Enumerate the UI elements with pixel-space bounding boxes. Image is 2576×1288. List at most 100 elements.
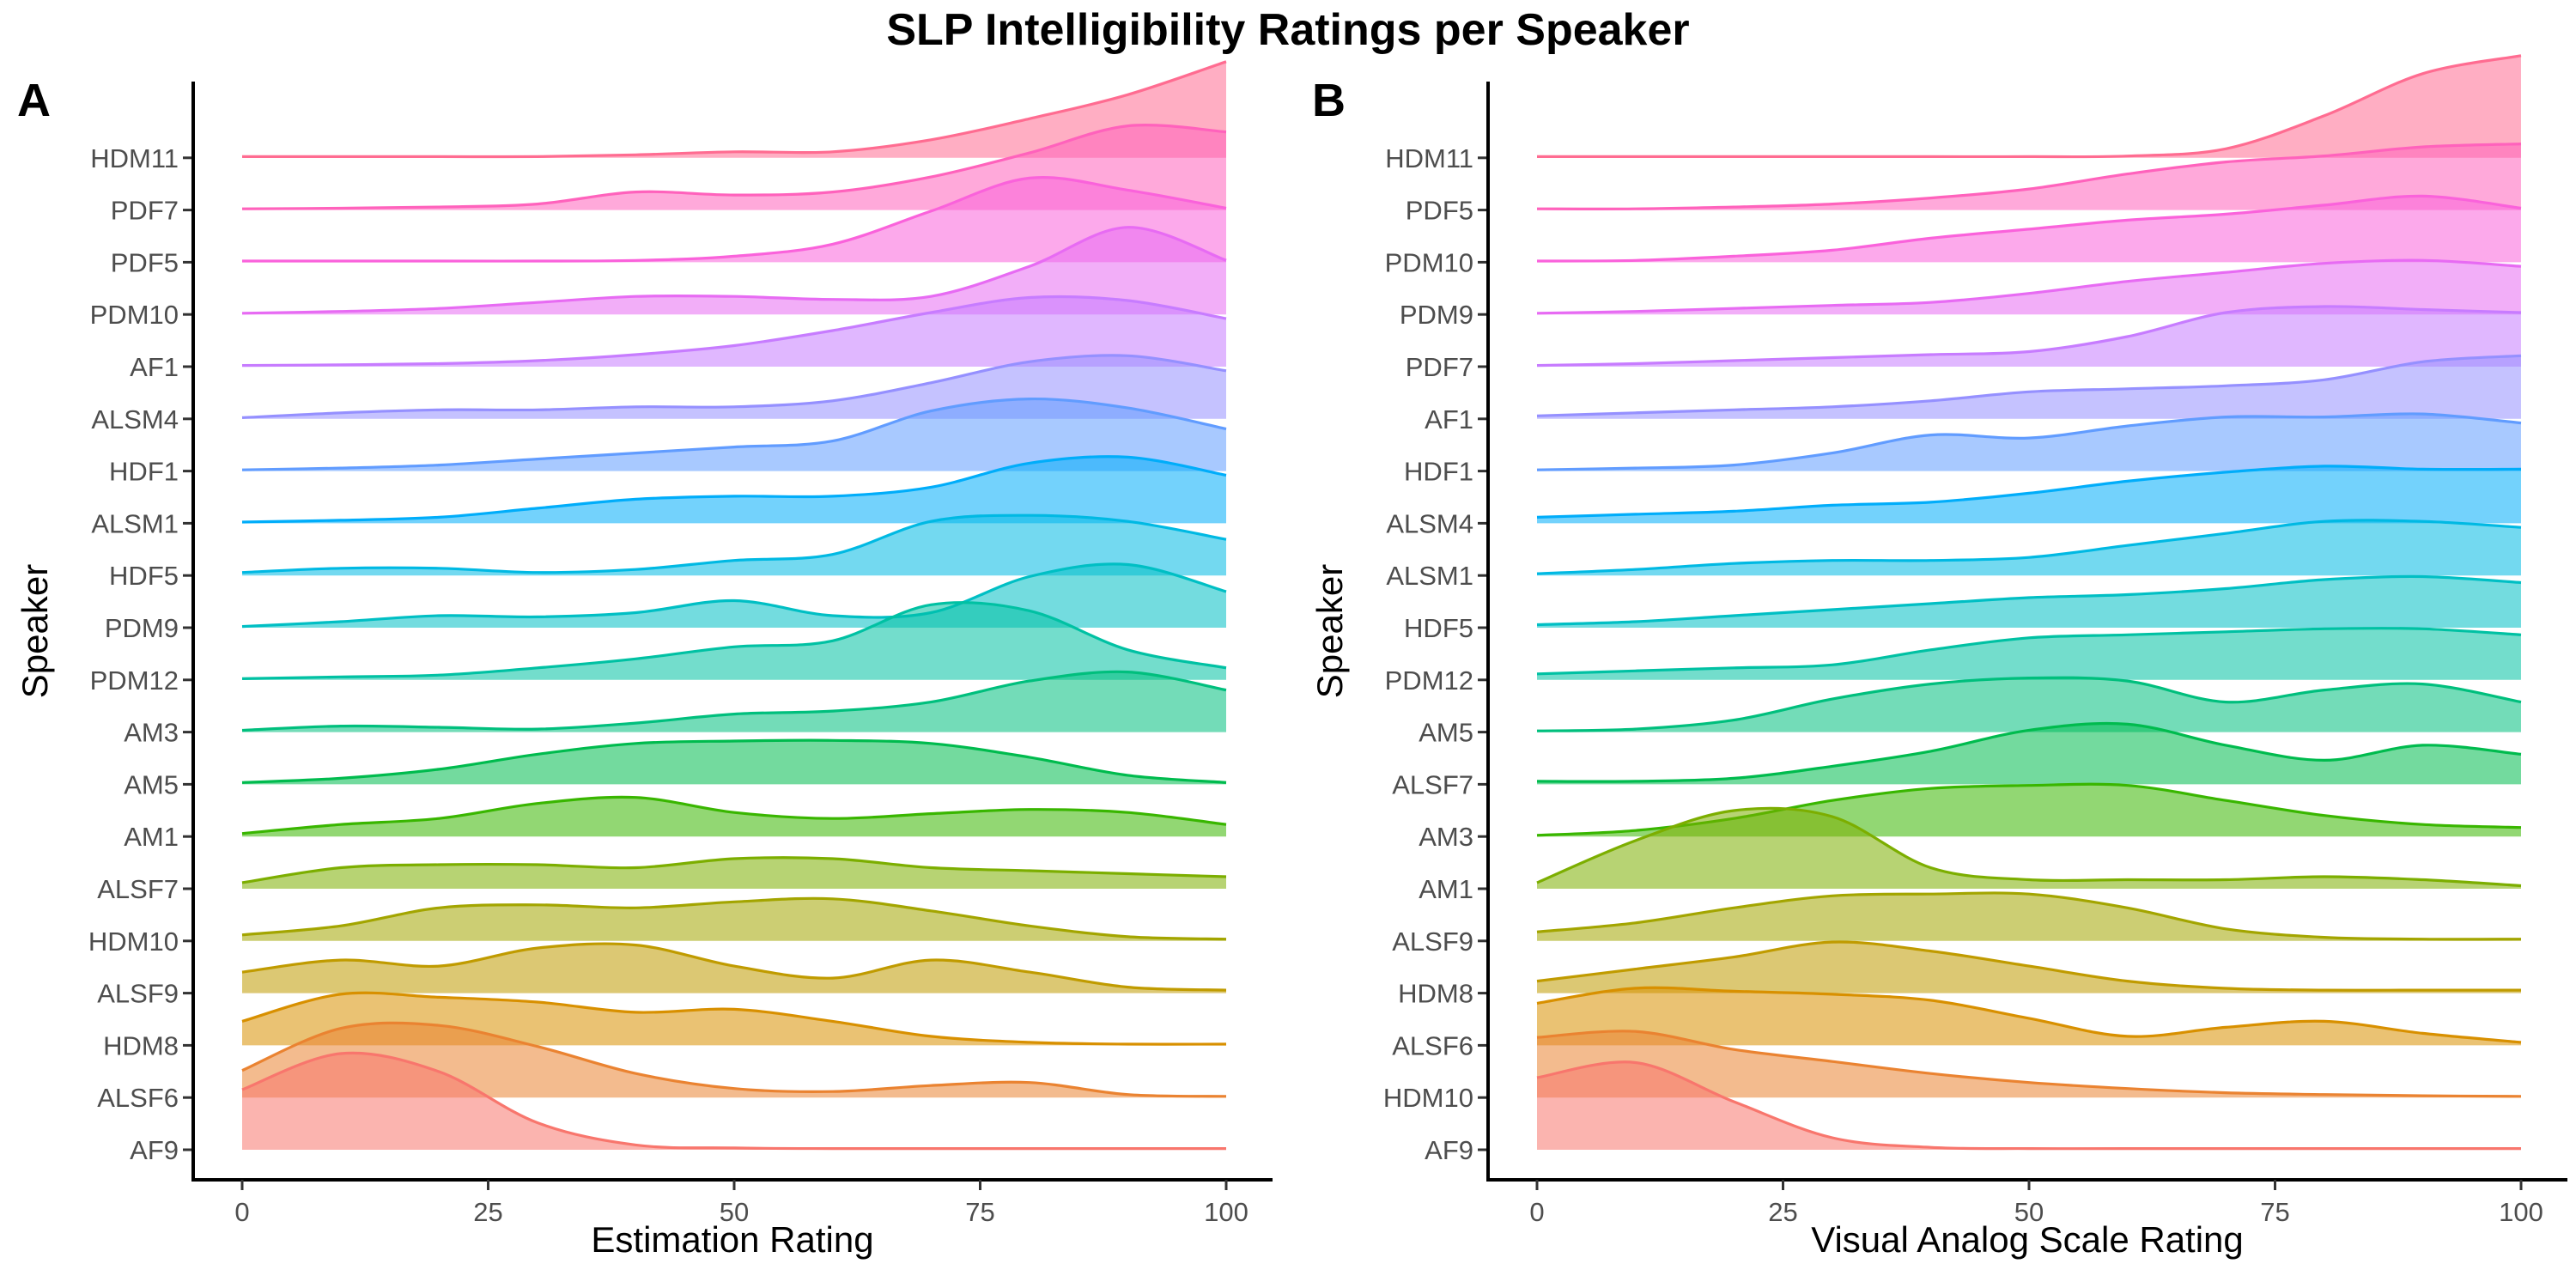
y-tick-label: ALSF9 xyxy=(1392,927,1473,957)
x-tick-label: 75 xyxy=(965,1197,994,1227)
density-area-alsf9 xyxy=(242,944,1226,993)
density-line-pdm12 xyxy=(1536,627,2522,676)
density-line-am5 xyxy=(241,738,1227,784)
y-tick-label: PDM9 xyxy=(105,613,179,643)
density-area-hdf5 xyxy=(1537,576,2521,628)
density-area-pdm9 xyxy=(1537,260,2521,315)
x-tick-label: 50 xyxy=(720,1197,749,1227)
density-line-hdm10 xyxy=(1536,1030,2522,1098)
density-area-am1 xyxy=(1537,808,2521,889)
y-tick-label: PDF5 xyxy=(111,247,179,277)
y-tick-label: HDM10 xyxy=(1383,1083,1473,1113)
density-line-af1 xyxy=(241,295,1227,368)
density-area-pdm10 xyxy=(1537,196,2521,263)
density-area-alsf9 xyxy=(1537,892,2521,941)
y-tick-label: ALSM4 xyxy=(1386,508,1473,538)
density-line-hdf1 xyxy=(1536,412,2522,471)
density-area-pdf5 xyxy=(1537,143,2521,210)
density-area-alsm4 xyxy=(1537,465,2521,524)
density-line-pdf7 xyxy=(241,124,1227,210)
density-line-pdm10 xyxy=(241,226,1227,315)
density-area-hdm8 xyxy=(242,993,1226,1046)
y-tick-label: PDM10 xyxy=(1385,247,1473,277)
density-area-hdf5 xyxy=(242,515,1226,576)
y-tick-labels-b: AF9 HDM10 ALSF6 HDM8 ALSF9 AM1 AM3 ALSF7 AM5 PDM1… xyxy=(1383,143,1488,1165)
density-line-alsm1 xyxy=(1536,519,2522,575)
ridges-a xyxy=(241,60,1227,1151)
density-line-pdf5 xyxy=(1536,143,2522,210)
x-tick-label: 25 xyxy=(473,1197,502,1227)
density-area-am5 xyxy=(1537,677,2521,732)
y-tick-label: ALSF7 xyxy=(97,874,179,904)
density-line-alsm4 xyxy=(1536,465,2522,519)
density-area-alsf7 xyxy=(1537,723,2521,785)
density-line-hdf5 xyxy=(1536,574,2522,627)
x-ticks-b: 0 25 50 75 100 xyxy=(1529,1180,2543,1227)
density-area-hdm11 xyxy=(1537,55,2521,158)
x-tick-label: 0 xyxy=(1529,1197,1544,1227)
density-line-pdf7 xyxy=(1536,305,2522,368)
density-line-pdm9 xyxy=(1536,258,2522,315)
density-line-hdm8 xyxy=(241,991,1227,1046)
density-area-hdf1 xyxy=(242,398,1226,471)
x-tick-label: 50 xyxy=(2014,1197,2044,1227)
y-tick-label: AM5 xyxy=(1419,718,1473,748)
y-tick-label: PDF5 xyxy=(1406,196,1473,226)
y-tick-label: HDM10 xyxy=(88,927,179,957)
y-tick-label: HDM8 xyxy=(1398,979,1473,1009)
density-line-alsf7 xyxy=(241,856,1227,884)
y-tick-label: ALSM1 xyxy=(91,508,179,538)
density-line-alsf7 xyxy=(1536,721,2522,783)
y-tick-label: AM3 xyxy=(124,718,179,748)
density-area-pdm12 xyxy=(1537,628,2521,680)
density-line-af9 xyxy=(1536,1060,2521,1151)
density-area-af1 xyxy=(1537,355,2521,419)
density-area-am5 xyxy=(242,740,1226,785)
density-area-am3 xyxy=(242,671,1226,732)
y-tick-label: AF9 xyxy=(130,1135,179,1165)
density-area-hdm8 xyxy=(1537,941,2521,993)
y-axis-title-a: Speaker xyxy=(15,564,55,698)
y-tick-label: PDM12 xyxy=(1385,665,1473,696)
y-tick-label: ALSF7 xyxy=(1392,769,1473,799)
density-line-pdm9 xyxy=(241,562,1227,629)
density-line-hdf5 xyxy=(241,513,1227,574)
y-tick-label: ALSM1 xyxy=(1386,561,1473,591)
density-area-alsf6 xyxy=(1537,987,2521,1046)
density-area-pdf7 xyxy=(242,125,1226,210)
y-tick-labels-a: AF9 ALSF6 HDM8 ALSF9 HDM10 ALSF7 AM1 AM5 AM3 PDM1… xyxy=(88,143,193,1165)
x-tick-label: 25 xyxy=(1768,1197,1797,1227)
density-area-alsf6 xyxy=(242,1023,1226,1098)
density-area-hdm10 xyxy=(242,898,1226,941)
x-tick-label: 0 xyxy=(234,1197,249,1227)
x-axis-title-b: Visual Analog Scale Rating xyxy=(1811,1219,2244,1260)
density-line-pdf5 xyxy=(241,176,1227,263)
density-line-am1 xyxy=(241,795,1227,835)
panel-label-a: A xyxy=(17,75,51,126)
density-line-alsf9 xyxy=(1536,891,2522,941)
y-tick-label: HDF1 xyxy=(1404,457,1473,487)
y-tick-label: HDM11 xyxy=(1385,143,1473,173)
x-axis-title-a: Estimation Rating xyxy=(591,1219,873,1260)
density-line-pdm10 xyxy=(1536,194,2522,263)
y-tick-label: PDF7 xyxy=(111,196,179,226)
y-tick-label: PDF7 xyxy=(1406,352,1473,382)
panel-label-b: B xyxy=(1312,75,1346,126)
y-tick-label: PDM9 xyxy=(1400,300,1473,330)
y-tick-label: ALSF9 xyxy=(97,979,179,1009)
y-tick-label: AF9 xyxy=(1425,1135,1473,1165)
y-tick-label: AM1 xyxy=(1419,874,1473,904)
y-tick-label: HDM8 xyxy=(103,1030,179,1060)
density-line-hdm11 xyxy=(1537,54,2522,159)
y-tick-label: AF1 xyxy=(130,352,179,382)
y-tick-label: ALSM4 xyxy=(91,404,179,434)
y-tick-label: HDF5 xyxy=(109,561,179,591)
density-line-alsm1 xyxy=(241,455,1227,524)
y-tick-label: ALSF6 xyxy=(97,1083,179,1113)
density-area-am1 xyxy=(242,797,1226,837)
y-tick-label: ALSF6 xyxy=(1392,1030,1473,1060)
density-area-pdf5 xyxy=(242,177,1226,263)
panel-a: A AF9 ALSF6 HDM8 ALSF9 HDM10 ALSF7 AM1 AM5 AM3 PD… xyxy=(15,60,1273,1260)
density-line-pdm12 xyxy=(241,601,1227,680)
